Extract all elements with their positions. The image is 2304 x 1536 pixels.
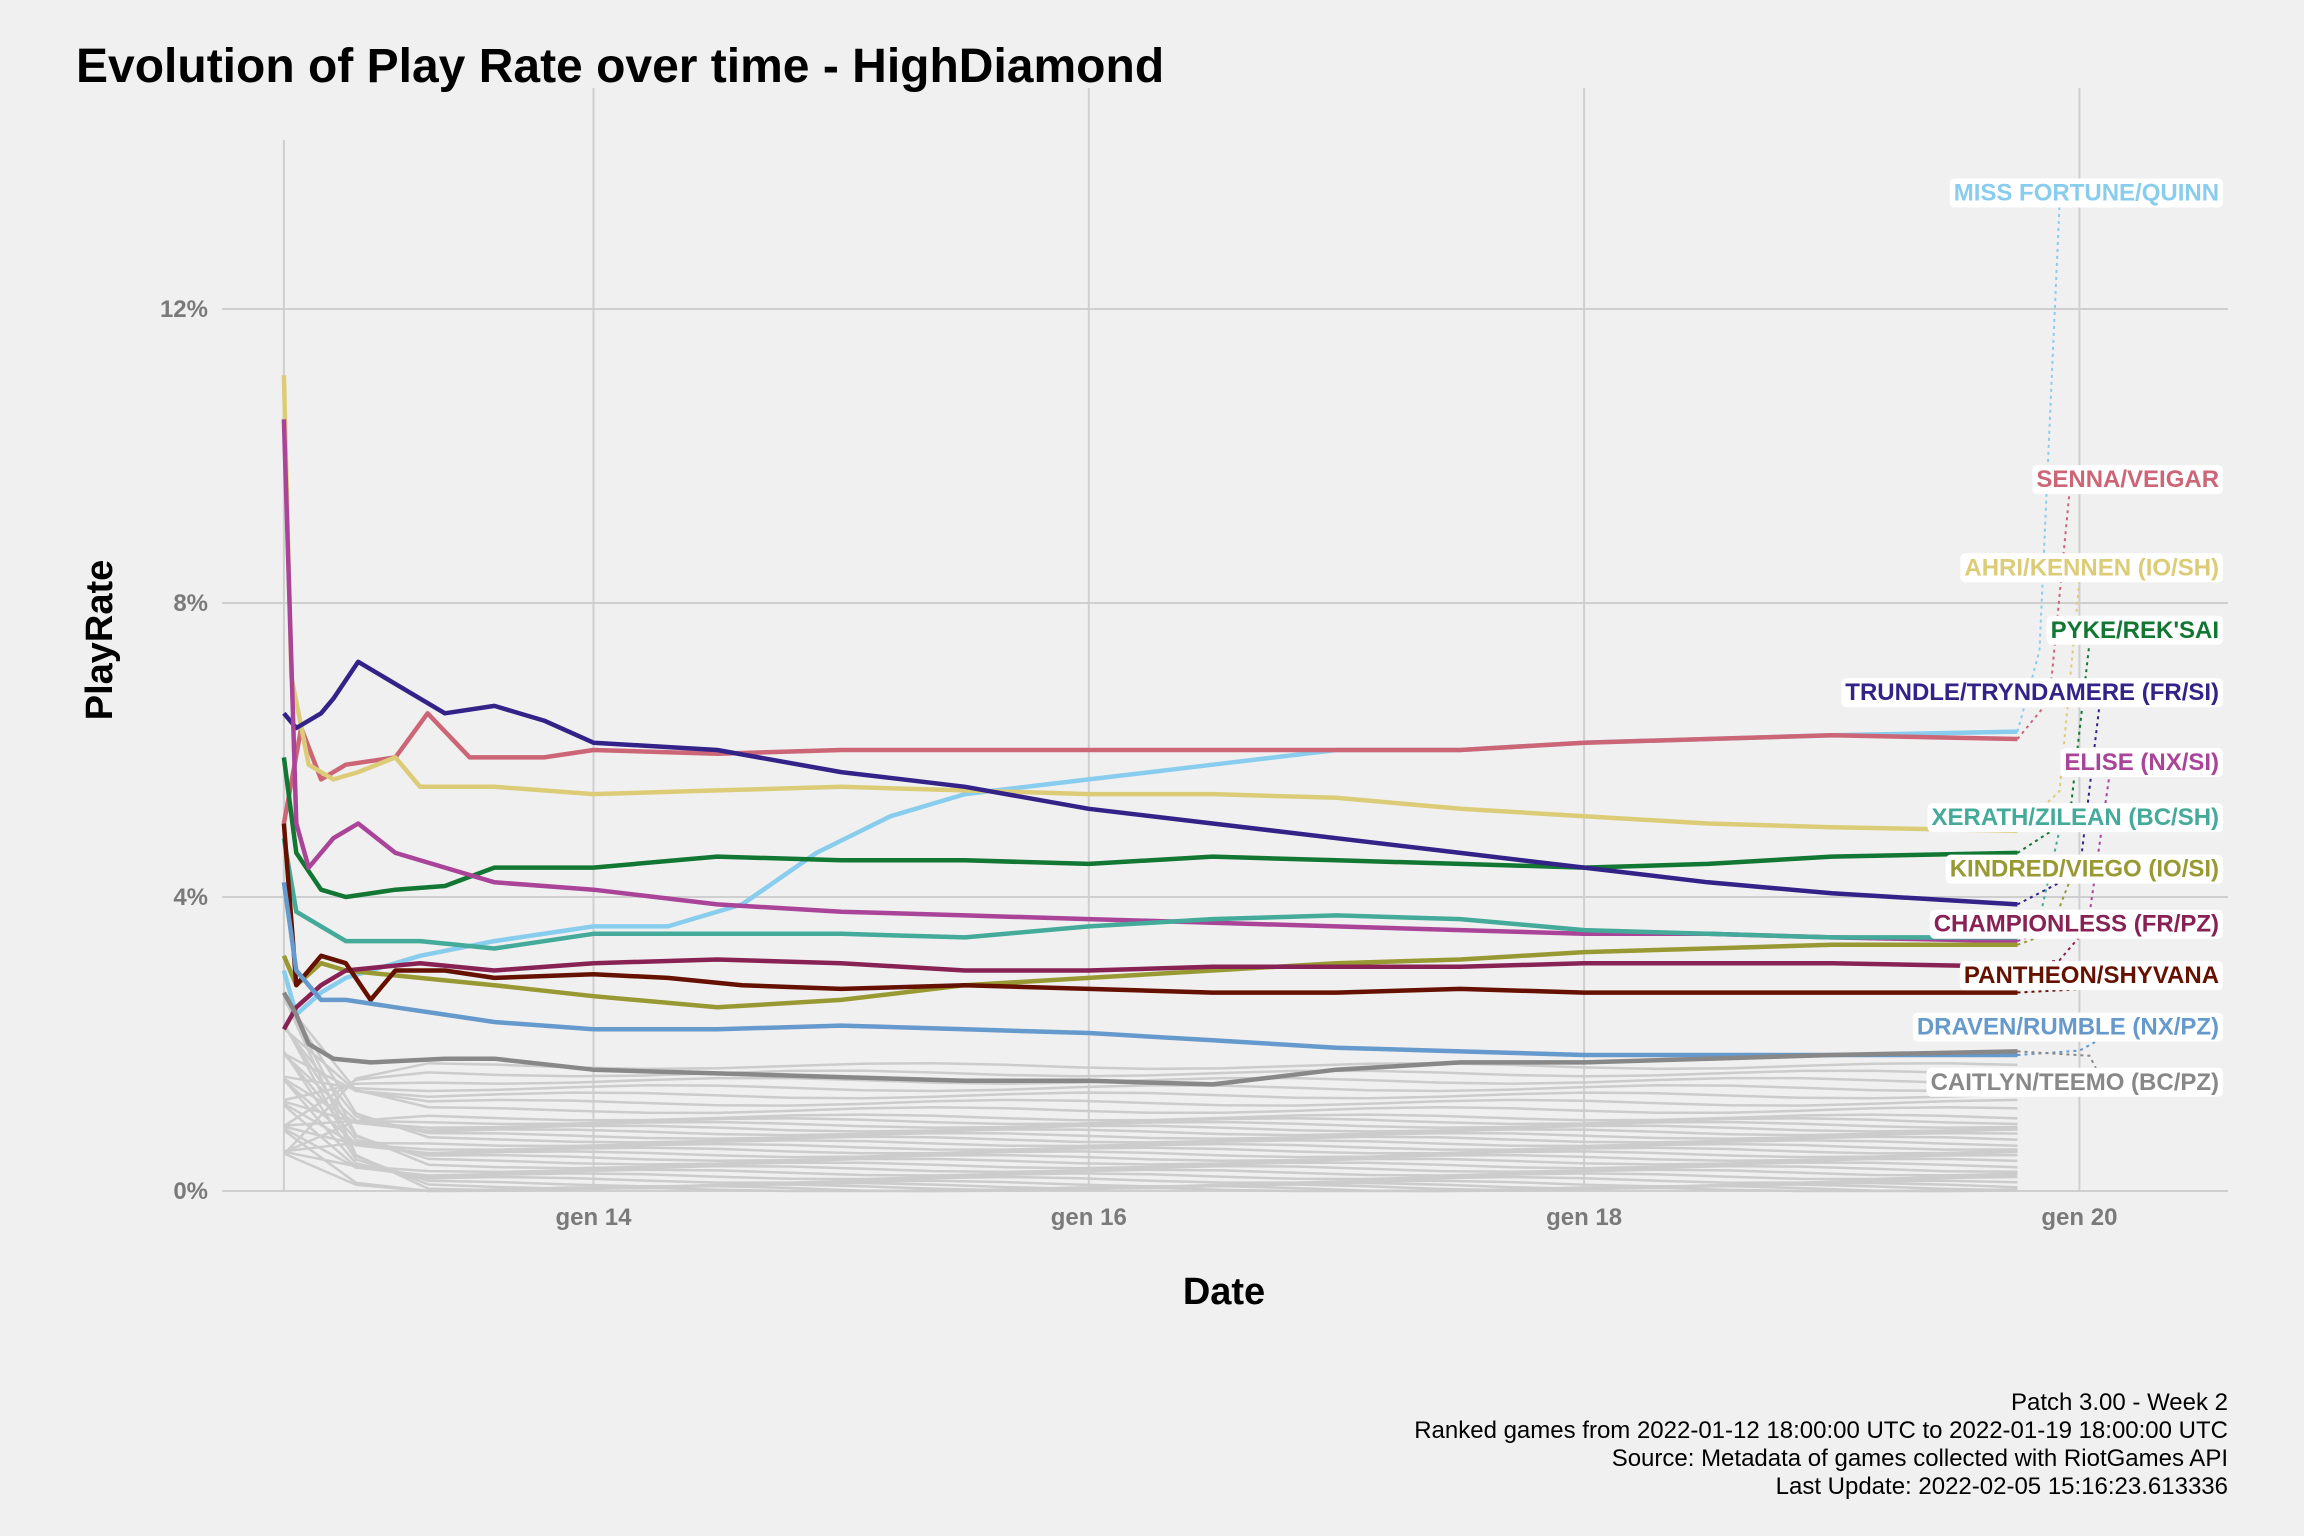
label-box: [1926, 1067, 2224, 1097]
series-label-text: MISS FORTUNE/QUINN: [1954, 179, 2219, 206]
y-tick-label: 12%: [160, 296, 208, 323]
series-label-text: TRUNDLE/TRYNDAMERE (FR/SI): [1845, 679, 2219, 706]
series-line: [281, 837, 2018, 951]
series-label: DRAVEN/RUMBLE (NX/PZ): [1912, 1012, 2224, 1042]
series-line: [281, 711, 2018, 824]
background-series-line: [282, 1026, 2018, 1141]
series-label-text: XERATH/ZILEAN (BC/SH): [1932, 804, 2220, 831]
series-line: [281, 957, 2018, 1031]
label-box: [1949, 178, 2224, 208]
background-series-line: [283, 1104, 2018, 1181]
series-line: [281, 942, 2018, 1010]
series-label: MISS FORTUNE/QUINN: [1949, 178, 2224, 208]
series-line: [281, 881, 2018, 1058]
label-leader: [2016, 580, 2081, 832]
x-tick-labels: gen 14 gen 16 gen 18 gen 20: [555, 1204, 2117, 1231]
series-label: CAITLYN/TEEMO (BC/PZ): [1926, 1067, 2224, 1097]
series-label-text: DRAVEN/RUMBLE (NX/PZ): [1917, 1014, 2219, 1041]
background-series-line: [282, 999, 2018, 1115]
series-label: CHAMPIONLESS (FR/PZ): [1929, 909, 2224, 939]
label-leader: [2017, 1038, 2100, 1057]
x-tick-label: gen 16: [1051, 1204, 1127, 1231]
y-tick-label: 0%: [173, 1178, 208, 1205]
background-series-line: [283, 1053, 2018, 1137]
label-box: [2046, 615, 2224, 645]
background-series-line: [282, 1078, 2018, 1184]
background-series-line: [282, 1052, 2018, 1163]
background-series-line: [283, 1078, 2018, 1159]
label-leader: [2017, 1050, 2111, 1096]
x-axis-title: Date: [1183, 1271, 1265, 1313]
background-series-line: [283, 1027, 2018, 1107]
background-series-line: [283, 1077, 2018, 1133]
background-series-line: [283, 1129, 2018, 1193]
series-label: PANTHEON/SHYVANA: [1959, 961, 2224, 991]
background-series-line: [283, 1102, 2018, 1155]
caption-line-1: Patch 3.00 - Week 2: [2011, 1389, 2228, 1416]
background-series-line: [283, 1075, 2018, 1093]
x-tick-label: gen 20: [2041, 1204, 2117, 1231]
series-line: [281, 419, 2018, 944]
y-tick-label: 8%: [173, 590, 208, 617]
x-tick-label: gen 14: [555, 1204, 632, 1231]
label-box: [1841, 678, 2224, 708]
label-box: [2060, 748, 2224, 778]
series-line: [281, 991, 2018, 1087]
background-series: [282, 996, 2018, 1193]
background-series-line: [283, 1052, 2018, 1100]
label-leader: [2017, 705, 2101, 906]
series-label-text: CHAMPIONLESS (FR/PZ): [1934, 911, 2219, 938]
caption: Patch 3.00 - Week 2 Ranked games from 20…: [1414, 1389, 2228, 1500]
series-line: [281, 823, 2018, 1003]
background-series-line: [283, 1076, 2018, 1102]
series-line: [282, 659, 2018, 907]
series-lines: [281, 375, 2018, 1087]
background-series-line: [283, 1069, 2018, 1128]
series-label-text: ELISE (NX/SI): [2064, 749, 2219, 776]
series-label-text: AHRI/KENNEN (IO/SH): [1964, 554, 2219, 581]
label-box: [1960, 553, 2224, 583]
label-box: [1912, 1012, 2224, 1042]
label-leader: [2017, 881, 2071, 946]
series-label: ELISE (NX/SI): [2060, 748, 2224, 778]
series-label-text: CAITLYN/TEEMO (BC/PZ): [1931, 1069, 2219, 1096]
label-box: [2032, 465, 2224, 495]
series-label-text: KINDRED/VIEGO (IO/SI): [1950, 856, 2219, 883]
y-axis-title: PlayRate: [79, 560, 121, 721]
series-label: KINDRED/VIEGO (IO/SI): [1945, 854, 2224, 884]
series-label: XERATH/ZILEAN (BC/SH): [1927, 803, 2224, 833]
series-label: TRUNDLE/TRYNDAMERE (FR/SI): [1841, 678, 2224, 708]
caption-line-4: Last Update: 2022-02-05 15:16:23.613336: [1776, 1473, 2228, 1500]
label-box: [1959, 961, 2224, 991]
series-label: PYKE/REK'SAI: [2046, 615, 2224, 645]
background-series-line: [283, 1127, 2018, 1177]
caption-line-2: Ranked games from 2022-01-12 18:00:00 UT…: [1414, 1417, 2228, 1444]
series-label: AHRI/KENNEN (IO/SH): [1960, 553, 2224, 583]
series-label-text: PANTHEON/SHYVANA: [1964, 962, 2219, 989]
series-label: SENNA/VEIGAR: [2032, 465, 2224, 495]
series-label-text: PYKE/REK'SAI: [2051, 617, 2219, 644]
chart-title: Evolution of Play Rate over time - HighD…: [76, 40, 1164, 93]
series-label-text: SENNA/VEIGAR: [2036, 466, 2219, 493]
label-box: [1945, 854, 2224, 884]
caption-line-3: Source: Metadata of games collected with…: [1612, 1445, 2228, 1472]
label-box: [1929, 909, 2224, 939]
series-labels: MISS FORTUNE/QUINN SENNA/VEIGAR AHRI/KENNE…: [1841, 178, 2224, 1097]
series-line: [281, 375, 2018, 834]
y-tick-label: 4%: [173, 884, 208, 911]
y-tick-labels: 0% 4% 8% 12%: [160, 296, 208, 1205]
x-tick-label: gen 18: [1546, 1204, 1622, 1231]
label-box: [1927, 803, 2224, 833]
